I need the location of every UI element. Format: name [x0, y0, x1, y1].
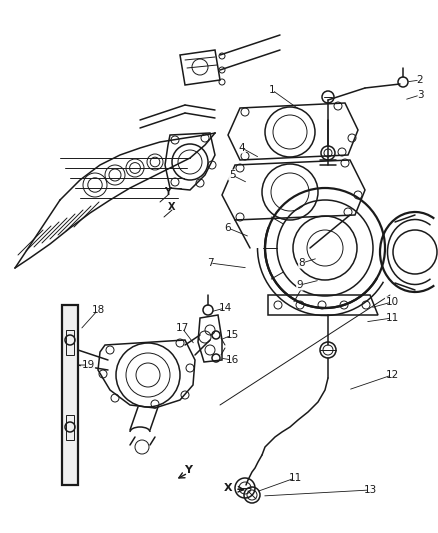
- Text: X: X: [224, 483, 232, 493]
- Text: 8: 8: [299, 258, 305, 268]
- Text: 14: 14: [219, 303, 232, 313]
- Text: Y: Y: [184, 465, 192, 475]
- Text: 13: 13: [364, 485, 377, 495]
- Text: Y: Y: [165, 187, 172, 197]
- Text: 15: 15: [226, 330, 239, 340]
- Text: 2: 2: [417, 75, 423, 85]
- Text: 6: 6: [225, 223, 231, 233]
- Text: 11: 11: [288, 473, 302, 483]
- Text: 11: 11: [385, 313, 399, 323]
- Text: 9: 9: [297, 280, 303, 290]
- Text: 3: 3: [417, 90, 423, 100]
- Text: 17: 17: [175, 323, 189, 333]
- Text: 5: 5: [229, 170, 235, 180]
- Text: 18: 18: [92, 305, 105, 315]
- Text: 10: 10: [385, 297, 399, 307]
- Polygon shape: [62, 305, 78, 485]
- Text: 16: 16: [226, 355, 239, 365]
- Text: 4: 4: [239, 143, 245, 153]
- Text: 1: 1: [268, 85, 276, 95]
- Text: 12: 12: [385, 370, 399, 380]
- Text: 19: 19: [81, 360, 95, 370]
- Text: 7: 7: [207, 258, 213, 268]
- Text: X: X: [168, 202, 176, 212]
